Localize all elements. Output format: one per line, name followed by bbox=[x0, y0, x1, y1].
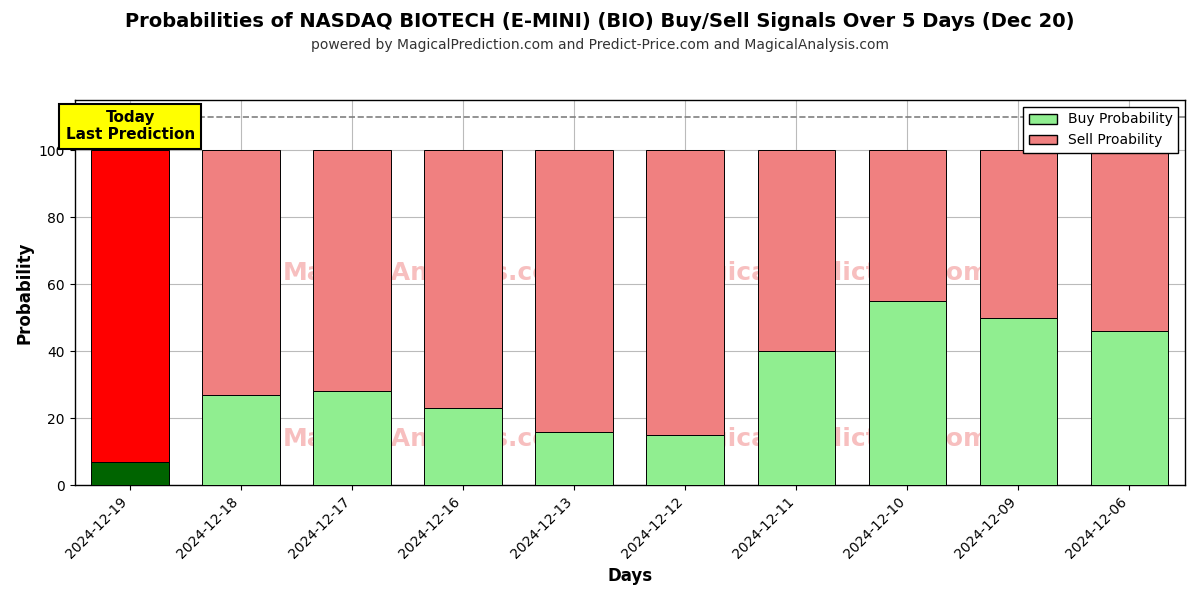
Bar bbox=[757, 150, 835, 351]
Bar bbox=[203, 395, 280, 485]
Bar bbox=[313, 150, 391, 391]
Text: Today
Last Prediction: Today Last Prediction bbox=[66, 110, 194, 142]
Bar bbox=[979, 318, 1057, 485]
Bar bbox=[313, 391, 391, 485]
Bar bbox=[647, 150, 725, 435]
Bar bbox=[535, 431, 613, 485]
Text: Probabilities of NASDAQ BIOTECH (E-MINI) (BIO) Buy/Sell Signals Over 5 Days (Dec: Probabilities of NASDAQ BIOTECH (E-MINI)… bbox=[125, 12, 1075, 31]
Y-axis label: Probability: Probability bbox=[16, 241, 34, 344]
Text: MagicalPrediction.com: MagicalPrediction.com bbox=[670, 262, 990, 286]
Bar bbox=[91, 150, 169, 462]
Bar bbox=[647, 435, 725, 485]
Text: powered by MagicalPrediction.com and Predict-Price.com and MagicalAnalysis.com: powered by MagicalPrediction.com and Pre… bbox=[311, 38, 889, 52]
Text: MagicalPrediction.com: MagicalPrediction.com bbox=[670, 427, 990, 451]
Bar bbox=[757, 351, 835, 485]
Bar bbox=[1091, 150, 1169, 331]
X-axis label: Days: Days bbox=[607, 567, 653, 585]
Bar bbox=[979, 150, 1057, 318]
Legend: Buy Probability, Sell Proability: Buy Probability, Sell Proability bbox=[1024, 107, 1178, 153]
Bar bbox=[869, 150, 947, 301]
Text: MagicalAnalysis.com: MagicalAnalysis.com bbox=[283, 262, 577, 286]
Bar bbox=[91, 462, 169, 485]
Bar bbox=[425, 150, 502, 408]
Bar bbox=[425, 408, 502, 485]
Bar bbox=[869, 301, 947, 485]
Bar bbox=[203, 150, 280, 395]
Bar bbox=[535, 150, 613, 431]
Bar bbox=[1091, 331, 1169, 485]
Text: MagicalAnalysis.com: MagicalAnalysis.com bbox=[283, 427, 577, 451]
